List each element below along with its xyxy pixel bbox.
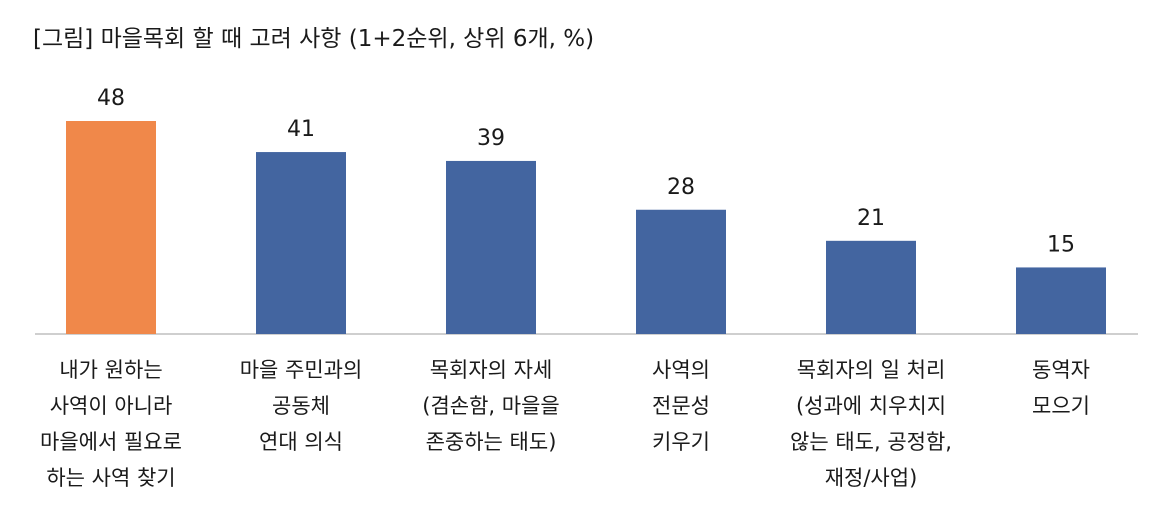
- x-tick-label: 목회자의 자세 (겸손함, 마을을 존중하는 태도): [422, 358, 560, 454]
- x-tick-label: 내가 원하는 사역이 아니라 마을에서 필요로 하는 사역 찾기: [40, 358, 182, 490]
- x-tick-label: 동역자 모으기: [1032, 358, 1090, 418]
- value-label: 48: [97, 86, 125, 111]
- chart-title: [그림] 마을목회 할 때 고려 사항 (1+2순위, 상위 6개, %): [33, 26, 594, 52]
- bar: [1016, 267, 1106, 334]
- value-label: 41: [287, 117, 315, 142]
- bar: [826, 240, 916, 334]
- bar: [66, 121, 156, 334]
- x-tick-label: 마을 주민과의 공동체 연대 의식: [239, 358, 363, 454]
- value-label: 21: [857, 206, 885, 231]
- bar: [256, 152, 346, 334]
- bar: [636, 209, 726, 334]
- x-tick-label: 목회자의 일 처리 (성과에 치우치지 않는 태도, 공정함, 재정/사업): [790, 358, 952, 490]
- bar: [446, 160, 536, 334]
- x-tick-label: 사역의 전문성 키우기: [652, 358, 710, 454]
- value-label: 39: [477, 126, 505, 151]
- value-label: 15: [1047, 232, 1075, 257]
- value-label: 28: [667, 175, 695, 200]
